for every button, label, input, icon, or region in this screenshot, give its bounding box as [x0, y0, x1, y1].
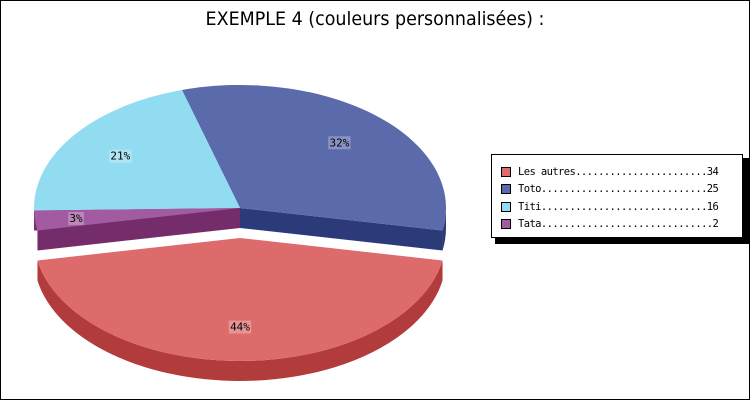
pie-slice-titi — [34, 89, 241, 211]
legend-label: Tata..............................2 — [518, 218, 719, 231]
legend-label: Toto.............................25 — [518, 183, 719, 196]
legend-item: Toto.............................25 — [501, 181, 734, 199]
pie-percent-label-bg — [328, 136, 351, 150]
legend-swatch — [501, 201, 511, 212]
legend-item: Les autres.......................34 — [501, 163, 734, 181]
legend-item: Tata..............................2 — [501, 216, 734, 234]
legend-swatch — [501, 166, 511, 177]
pie-percent-label: 44% — [230, 321, 250, 334]
pie-slice-tata — [34, 208, 240, 231]
pie-slice-side — [37, 208, 240, 251]
chart-title: EXEMPLE 4 (couleurs personnalisées) : — [205, 8, 545, 30]
legend-item: Titi.............................16 — [501, 198, 734, 216]
pie-percent-label-bg — [68, 212, 84, 226]
pie-slice-side — [37, 260, 443, 381]
pie-percent-label: 21% — [110, 150, 130, 163]
pie-slice-toto — [181, 85, 447, 231]
pie-percent-label-bg — [228, 320, 252, 334]
pie-percent-label: 3% — [69, 212, 83, 225]
legend: Les autres.......................34 Toto… — [491, 154, 743, 238]
legend-label: Titi.............................16 — [518, 200, 719, 213]
pie-percent-label-bg — [109, 149, 132, 163]
pie-slice-side — [442, 208, 446, 251]
pie-slice-side — [240, 208, 443, 251]
legend-swatch — [501, 219, 511, 230]
pie-percent-label: 32% — [329, 136, 349, 149]
pie-slice-les-autres — [37, 238, 443, 361]
legend-label: Les autres.......................34 — [518, 165, 719, 178]
legend-swatch — [501, 184, 511, 195]
